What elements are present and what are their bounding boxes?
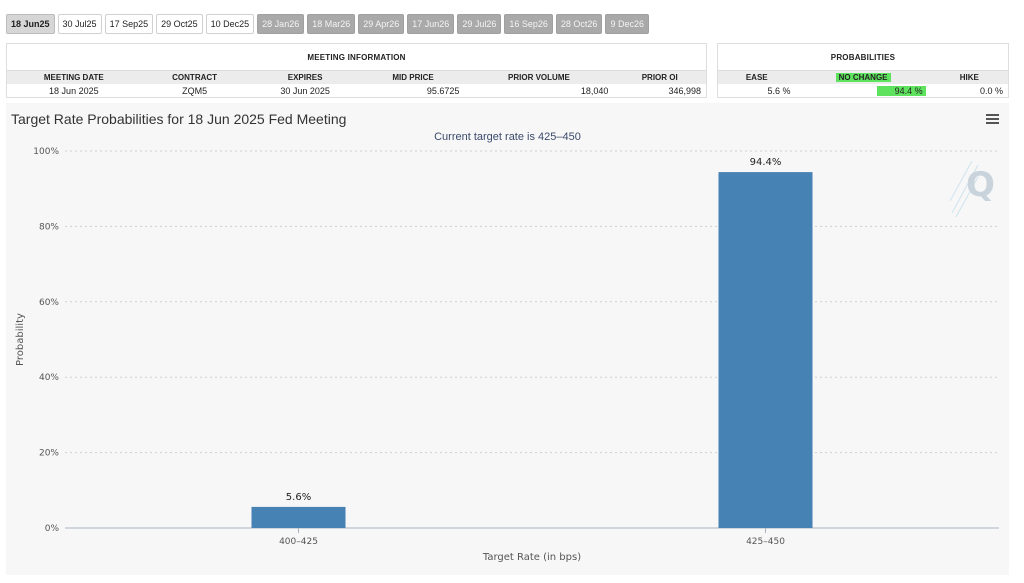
prior-oi-value: 346,998 bbox=[613, 84, 707, 98]
mid-price-value: 95.6725 bbox=[361, 84, 465, 98]
tab-meeting-date: 18 Mar26 bbox=[307, 14, 356, 34]
chart-title: Target Rate Probabilities for 18 Jun 202… bbox=[11, 111, 347, 127]
chart-subtitle: Current target rate is 425–450 bbox=[434, 131, 581, 143]
ease-value: 5.6 % bbox=[717, 84, 796, 98]
no-change-header: NO CHANGE bbox=[795, 70, 931, 84]
y-tick-label: 60% bbox=[39, 298, 59, 308]
probabilities-table: PROBABILITIES EASE NO CHANGE HIKE 5.6 % … bbox=[717, 43, 1009, 98]
ease-header: EASE bbox=[717, 70, 796, 84]
tab-meeting-date: 29 Jul26 bbox=[457, 14, 502, 34]
probabilities-title: PROBABILITIES bbox=[830, 52, 896, 62]
tab-meeting-date: 28 Jan26 bbox=[257, 14, 305, 34]
x-tick-label: 400–425 bbox=[279, 537, 318, 547]
bar-data-label: 5.6% bbox=[286, 492, 311, 503]
no-change-value: 94.4 % bbox=[876, 85, 926, 96]
meeting-date-tabs: 18 Jun25 30 Jul25 17 Sep25 29 Oct25 10 Dec25… bbox=[6, 14, 649, 34]
x-tick-label: 425–450 bbox=[746, 537, 785, 547]
bar-chart: 0% 20% 40% 60% 80% 100% 5.6% 400–425 94.4% 425–45… bbox=[15, 147, 999, 563]
y-axis-title: Probability bbox=[15, 313, 26, 366]
hike-value: 0.0 % bbox=[930, 84, 1009, 98]
prior-volume-value: 18,040 bbox=[464, 84, 614, 98]
meeting-information-table: MEETING INFORMATION MEETING DATE CONTRAC… bbox=[6, 43, 707, 98]
mid-price-header: MID PRICE bbox=[361, 70, 465, 84]
tab-meeting-date[interactable]: 18 Jun25 bbox=[6, 14, 55, 34]
tab-meeting-date: 29 Apr26 bbox=[358, 14, 405, 34]
y-tick-label: 20% bbox=[39, 449, 59, 459]
q-logo-icon: Q bbox=[966, 165, 995, 205]
prior-volume-header: PRIOR VOLUME bbox=[464, 70, 614, 84]
x-axis-title: Target Rate (in bps) bbox=[482, 552, 581, 563]
bar bbox=[251, 506, 346, 528]
contract-value: ZQM5 bbox=[140, 84, 249, 98]
meeting-date-value: 18 Jun 2025 bbox=[6, 84, 141, 98]
tab-meeting-date: 17 Jun26 bbox=[407, 14, 455, 34]
tab-meeting-date[interactable]: 30 Jul25 bbox=[57, 14, 102, 34]
y-tick-label: 0% bbox=[45, 524, 60, 534]
tab-meeting-date: 9 Dec26 bbox=[605, 14, 649, 34]
tab-meeting-date[interactable]: 10 Dec25 bbox=[205, 14, 255, 34]
y-tick-label: 100% bbox=[33, 147, 59, 157]
tab-meeting-date[interactable]: 29 Oct25 bbox=[156, 14, 203, 34]
bar bbox=[718, 172, 813, 528]
tab-meeting-date[interactable]: 17 Sep25 bbox=[104, 14, 154, 34]
y-tick-label: 40% bbox=[39, 373, 59, 383]
hike-header: HIKE bbox=[930, 70, 1009, 84]
contract-header: CONTRACT bbox=[140, 70, 249, 84]
no-change-cell: 94.4 % bbox=[795, 84, 931, 98]
chart-panel: Target Rate Probabilities for 18 Jun 202… bbox=[6, 103, 1009, 575]
y-tick-label: 80% bbox=[39, 222, 59, 232]
bar-data-label: 94.4% bbox=[750, 157, 782, 168]
watermark-lines-icon bbox=[950, 161, 979, 218]
hamburger-menu-icon[interactable] bbox=[986, 114, 999, 126]
meeting-information-title: MEETING INFORMATION bbox=[307, 52, 406, 62]
expires-value: 30 Jun 2025 bbox=[248, 84, 362, 98]
prior-oi-header: PRIOR OI bbox=[613, 70, 707, 84]
tab-meeting-date: 16 Sep26 bbox=[504, 14, 553, 34]
expires-header: EXPIRES bbox=[248, 70, 362, 84]
no-change-header-label: NO CHANGE bbox=[835, 73, 891, 82]
tab-meeting-date: 28 Oct26 bbox=[555, 14, 603, 34]
meeting-date-header: MEETING DATE bbox=[6, 70, 141, 84]
